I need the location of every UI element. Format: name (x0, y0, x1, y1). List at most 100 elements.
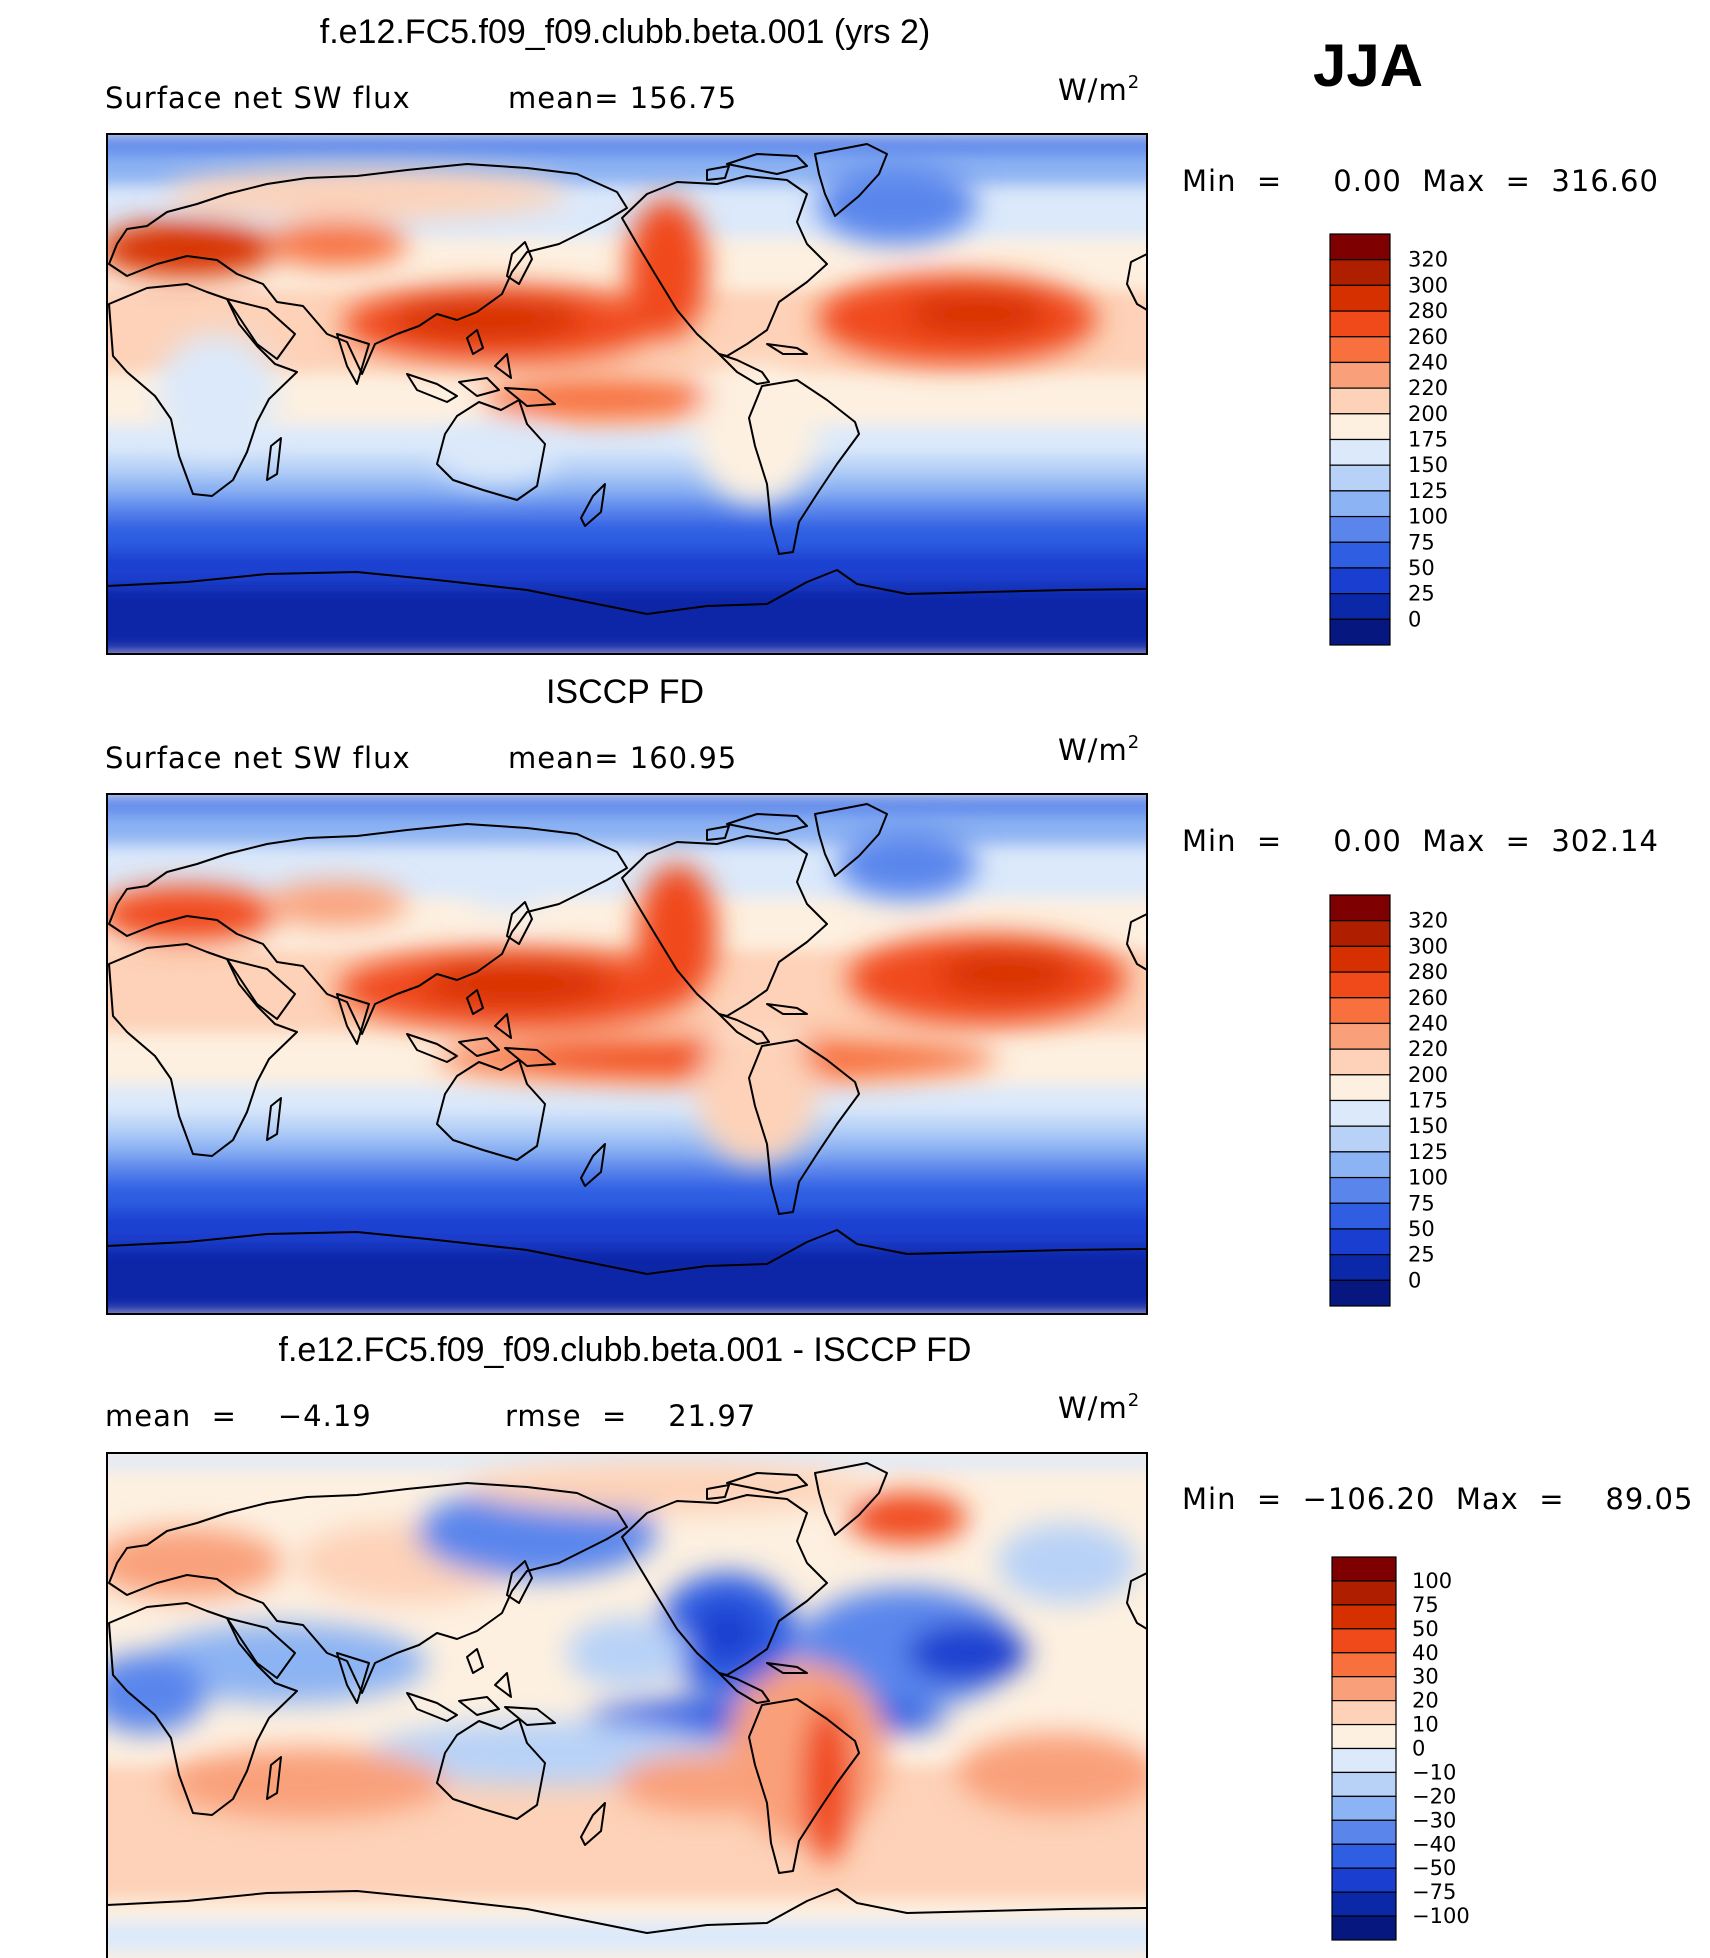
colorbar-swatch (1329, 1228, 1391, 1256)
panel-3-minmax: Min = −106.20 Max = 89.05 (1182, 1482, 1693, 1516)
colorbar-tick-label: 50 (1408, 556, 1435, 580)
colorbar-tick-label: 200 (1408, 1063, 1448, 1087)
map-field (107, 134, 1147, 654)
latitude-band (107, 1210, 1147, 1248)
colorbar-tick-label: 25 (1408, 582, 1435, 606)
panel-1-stat: mean= 156.75 (508, 81, 737, 115)
colorbar-tick-label: 75 (1408, 530, 1435, 554)
colorbar-swatch (1329, 284, 1391, 312)
field-anomalies (107, 164, 1097, 504)
field-anomaly (957, 1733, 1147, 1813)
colorbar-swatch (1329, 1254, 1391, 1281)
field-anomaly (907, 292, 1047, 336)
colorbar-tick-label: −50 (1412, 1856, 1456, 1880)
field-anomaly (697, 1024, 817, 1164)
field-anomaly (267, 222, 407, 266)
field-anomaly (107, 1653, 207, 1733)
colorbar-swatch (1331, 1795, 1397, 1821)
colorbar-swatch (1331, 1747, 1397, 1774)
colorbar-swatch (1331, 1580, 1397, 1606)
colorbar-swatch (1331, 1652, 1397, 1678)
field-anomaly (437, 424, 557, 484)
field-anomaly (837, 829, 977, 899)
colorbar-swatch (1329, 1176, 1391, 1204)
latitude-band (107, 1137, 1147, 1159)
field-anomaly (567, 1618, 687, 1688)
latitude-band (107, 794, 1147, 816)
colorbar-tick-label: −75 (1412, 1880, 1456, 1904)
colorbar-tick-label: 200 (1408, 402, 1448, 426)
colorbar-tick-label: 260 (1408, 986, 1448, 1010)
colorbar-swatch (1329, 1099, 1391, 1127)
colorbar-tick-label: −30 (1412, 1808, 1456, 1832)
colorbar-swatch (1329, 387, 1391, 415)
colorbar-swatch (1329, 1022, 1391, 1050)
units-superscript: 2 (1128, 1390, 1140, 1411)
colorbar-tick-label: 125 (1408, 1140, 1448, 1164)
latitude-band (107, 518, 1147, 551)
field-anomaly (157, 334, 277, 454)
field-anomaly (467, 869, 547, 909)
map-isccp-flux (106, 793, 1148, 1315)
colorbar-tick-label: 280 (1408, 960, 1448, 984)
field-anomaly (692, 1603, 762, 1663)
colorbar-swatch (1329, 438, 1391, 466)
colorbar-tick-label: 50 (1408, 1217, 1435, 1241)
field-anomaly (997, 1523, 1137, 1603)
colorbar-swatch (1329, 413, 1391, 441)
field-anomaly (467, 1463, 867, 1513)
colorbar-swatch (1331, 1915, 1397, 1941)
colorbar-swatch (1329, 1202, 1391, 1230)
colorbar-swatch (1329, 541, 1391, 569)
colorbar-swatch (1329, 336, 1391, 364)
colorbar-tick-label: 125 (1408, 479, 1448, 503)
colorbar-tick-label: 280 (1408, 299, 1448, 323)
latitude-band (107, 477, 1147, 499)
field-anomaly (847, 1493, 967, 1543)
colorbar-tick-label: 300 (1408, 934, 1448, 958)
field-anomaly (617, 1753, 797, 1813)
latitude-band (107, 550, 1147, 588)
colorbar-tick-label: 0 (1408, 1268, 1421, 1292)
colorbar-tick-label: 0 (1412, 1737, 1425, 1761)
latitude-band (107, 586, 1147, 654)
colorbar-tick-label: 260 (1408, 325, 1448, 349)
colorbar-swatch (1331, 1700, 1397, 1726)
colorbar-tick-label: 240 (1408, 350, 1448, 374)
field-anomaly (167, 1748, 447, 1818)
latitude-band (107, 1453, 1147, 1470)
latitude-band (107, 814, 1147, 847)
latitude-band (107, 1116, 1147, 1139)
panel-1-units: W/m2 (1058, 72, 1140, 107)
panel-3-units: W/m2 (1058, 1390, 1140, 1425)
colorbar-tick-label: 25 (1408, 1243, 1435, 1267)
panel-1-minmax: Min = 0.00 Max = 316.60 (1182, 164, 1659, 198)
colorbar-swatch (1329, 1048, 1391, 1076)
colorbar-tick-label: 50 (1412, 1617, 1439, 1641)
units-text: W/m (1058, 733, 1128, 767)
latitude-band (107, 1952, 1147, 1958)
field-anomaly (107, 221, 277, 277)
panel-3-stat: rmse = 21.97 (505, 1399, 756, 1433)
field-anomaly (907, 1623, 1027, 1683)
field-anomaly (422, 962, 612, 1006)
field-anomalies (107, 829, 1127, 1164)
units-superscript: 2 (1128, 732, 1140, 753)
colorbar-swatch (1329, 361, 1391, 389)
panel-2-left-label: Surface net SW flux (105, 741, 411, 775)
colorbar-swatch (1331, 1891, 1397, 1917)
units-text: W/m (1058, 73, 1128, 107)
colorbar-tick-label: 175 (1408, 428, 1448, 452)
map-difference (106, 1452, 1148, 1958)
colorbar-swatch (1329, 1074, 1391, 1102)
colorbar-swatch (1331, 1628, 1397, 1654)
panel-3-title: f.e12.FC5.f09_f09.clubb.beta.001 - ISCCP… (279, 1331, 972, 1369)
colorbar-swatch (1329, 920, 1391, 947)
colorbar-swatch (1329, 971, 1391, 999)
panel-2-title: ISCCP FD (546, 673, 704, 711)
colorbar-tick-label: 320 (1408, 248, 1448, 272)
colorbar-tick-label: 40 (1412, 1641, 1439, 1665)
colorbar-tick-label: 150 (1408, 1114, 1448, 1138)
colorbar-swatch (1331, 1867, 1397, 1893)
